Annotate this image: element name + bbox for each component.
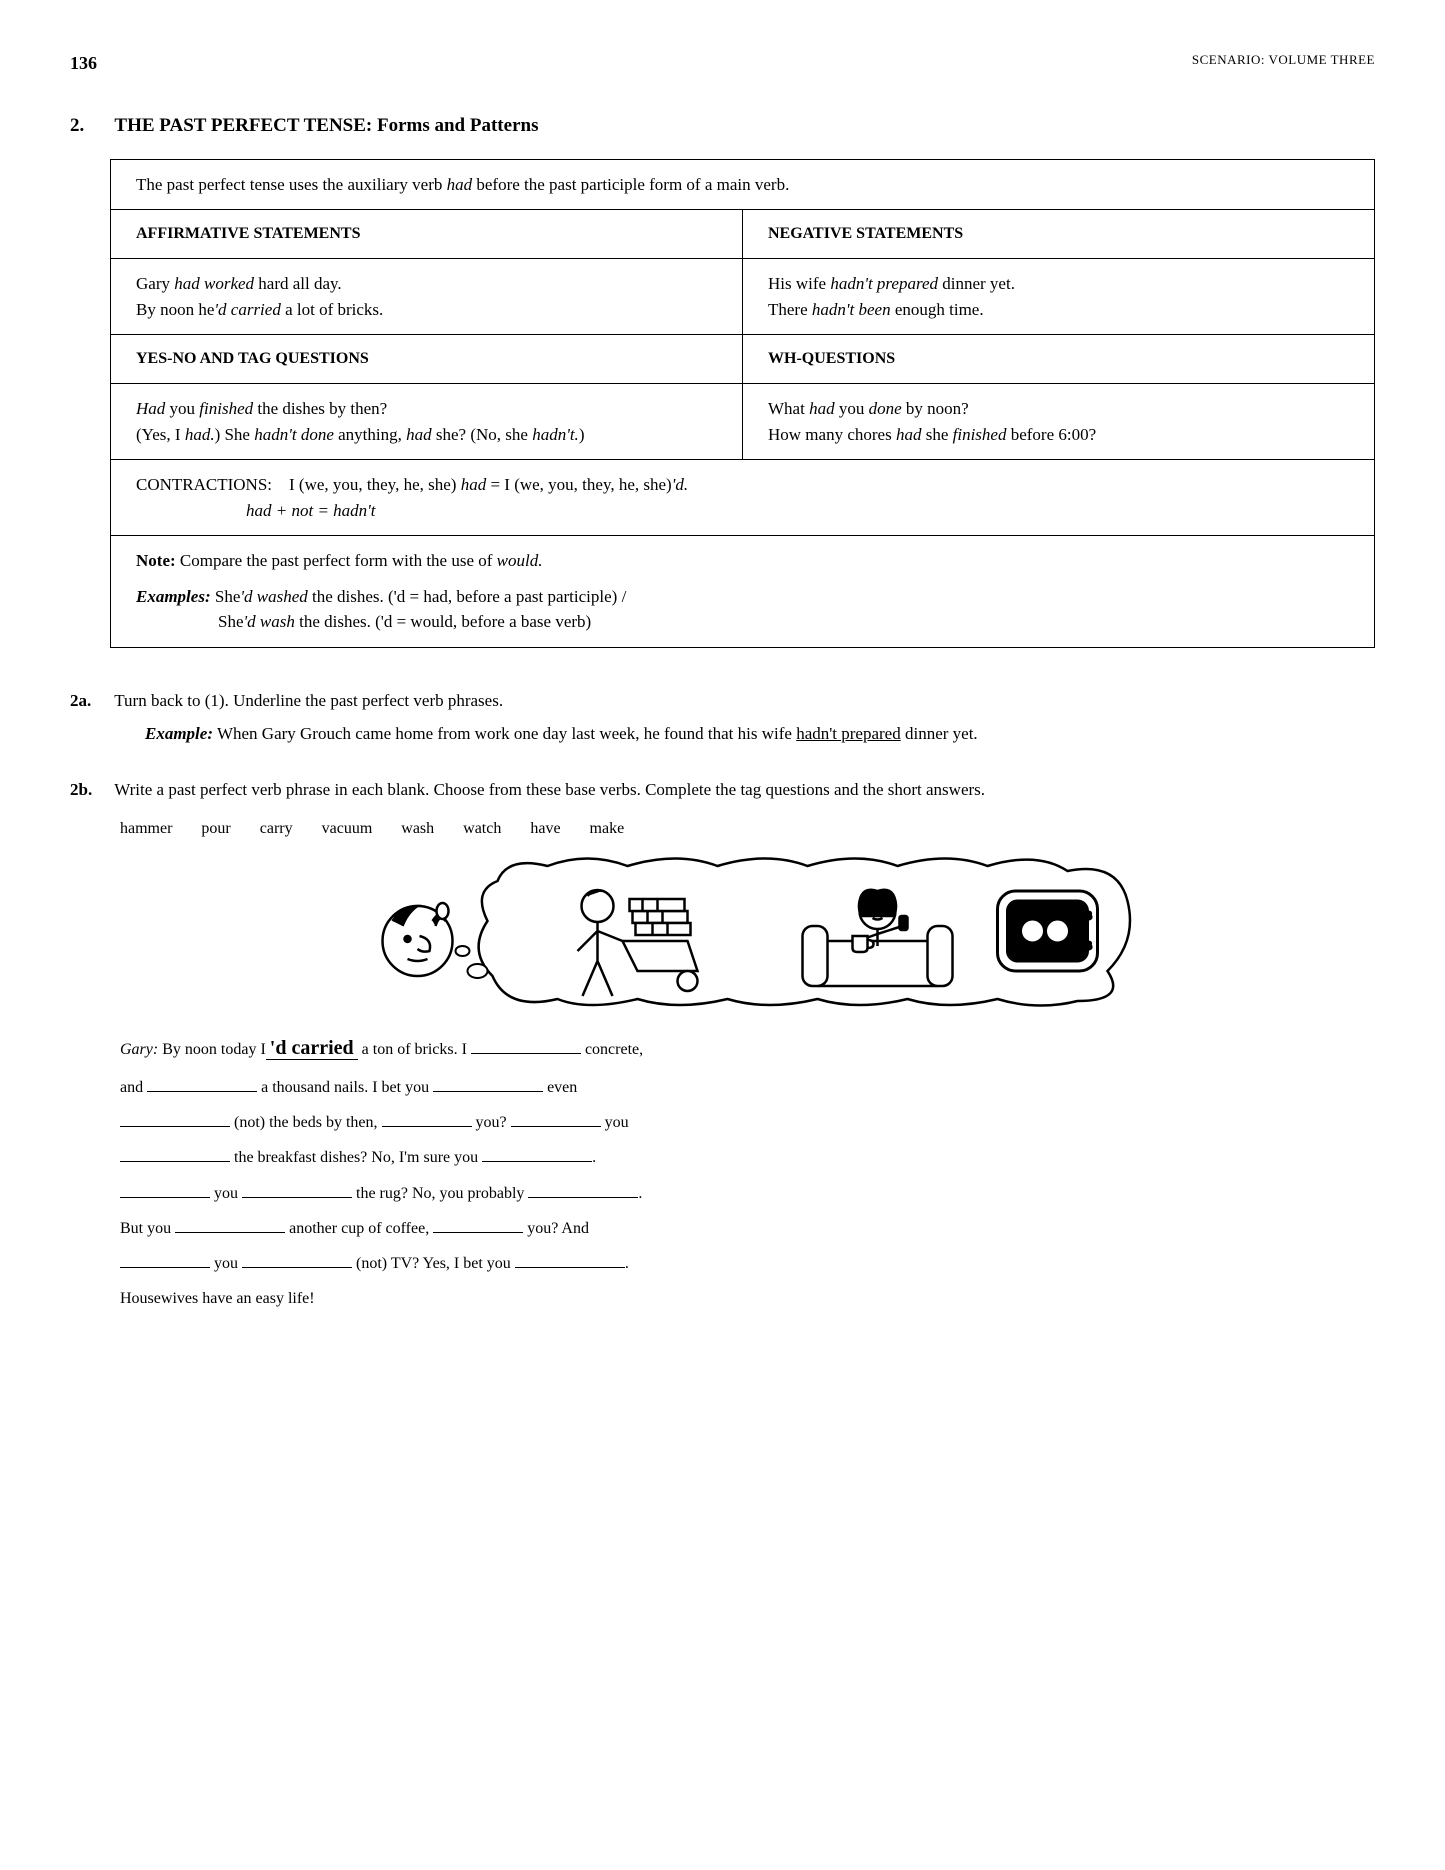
contractions-row: CONTRACTIONS: I (we, you, they, he, she)… — [111, 460, 1374, 536]
blank[interactable] — [515, 1251, 625, 1268]
ex2b-instruction: Write a past perfect verb phrase in each… — [114, 777, 1369, 803]
headers-row-2: YES-NO AND TAG QUESTIONS WH-QUESTIONS — [111, 335, 1374, 384]
fill-in-text: Gary: By noon today I'd carried a ton of… — [120, 1026, 1375, 1316]
handwritten-answer: 'd carried — [266, 1037, 358, 1060]
contractions-label: CONTRACTIONS: — [136, 475, 272, 494]
affirmative-examples: Gary had worked hard all day. By noon he… — [111, 259, 743, 334]
speaker-gary: Gary: — [120, 1041, 158, 1058]
section-title: 2. THE PAST PERFECT TENSE: Forms and Pat… — [70, 112, 1375, 141]
examples-row-1: Gary had worked hard all day. By noon he… — [111, 259, 1374, 335]
cartoon-svg: SOB SOB — [120, 851, 1375, 1011]
ex2a-instruction: Turn back to (1). Underline the past per… — [114, 688, 1369, 714]
ex2a-label: 2a. — [70, 688, 110, 714]
final-line: Housewives have an easy life! — [120, 1290, 315, 1307]
blank[interactable] — [120, 1145, 230, 1162]
blank[interactable] — [242, 1251, 352, 1268]
negative-examples: His wife hadn't prepared dinner yet. The… — [743, 259, 1374, 334]
examples-row-2: Had you finished the dishes by then? (Ye… — [111, 384, 1374, 460]
blank[interactable] — [482, 1145, 592, 1162]
page-number: 136 — [70, 50, 97, 77]
ex2b-label: 2b. — [70, 777, 110, 803]
wh-header: WH-QUESTIONS — [743, 335, 1374, 383]
intro-row: The past perfect tense uses the auxiliar… — [111, 160, 1374, 211]
blank[interactable] — [175, 1216, 285, 1233]
svg-text:SOB: SOB — [1070, 940, 1093, 952]
verb-list: hammer pour carry vacuum wash watch have… — [120, 817, 1375, 841]
blank[interactable] — [120, 1251, 210, 1268]
blank[interactable] — [120, 1110, 230, 1127]
yesno-header: YES-NO AND TAG QUESTIONS — [111, 335, 743, 383]
exercise-2b: 2b. Write a past perfect verb phrase in … — [70, 777, 1375, 1317]
blank[interactable] — [471, 1037, 581, 1054]
title-main: THE PAST PERFECT TENSE: — [114, 115, 377, 136]
blank[interactable] — [511, 1110, 601, 1127]
grammar-box: The past perfect tense uses the auxiliar… — [110, 159, 1375, 648]
yesno-examples: Had you finished the dishes by then? (Ye… — [111, 384, 743, 459]
book-title: SCENARIO: VOLUME THREE — [1192, 50, 1375, 77]
negative-header: NEGATIVE STATEMENTS — [743, 210, 1374, 258]
section-number: 2. — [70, 112, 110, 141]
title-sub: Forms and Patterns — [377, 115, 538, 136]
page-header: 136 SCENARIO: VOLUME THREE — [70, 50, 1375, 77]
wh-examples: What had you done by noon? How many chor… — [743, 384, 1374, 459]
blank[interactable] — [242, 1181, 352, 1198]
blank[interactable] — [528, 1181, 638, 1198]
blank[interactable] — [433, 1216, 523, 1233]
examples-label: Examples: — [136, 587, 211, 606]
blank[interactable] — [382, 1110, 472, 1127]
blank[interactable] — [120, 1181, 210, 1198]
note-row: Note: Compare the past perfect form with… — [111, 536, 1374, 647]
blank[interactable] — [147, 1075, 257, 1092]
svg-text:SOB: SOB — [1070, 910, 1093, 922]
exercise-2a: 2a. Turn back to (1). Underline the past… — [70, 688, 1375, 747]
headers-row-1: AFFIRMATIVE STATEMENTS NEGATIVE STATEMEN… — [111, 210, 1374, 259]
cartoon-illustration: SOB SOB — [120, 851, 1375, 1011]
blank[interactable] — [433, 1075, 543, 1092]
affirmative-header: AFFIRMATIVE STATEMENTS — [111, 210, 743, 258]
note-label: Note: — [136, 551, 176, 570]
ex2a-example: Example: When Gary Grouch came home from… — [145, 721, 1375, 747]
